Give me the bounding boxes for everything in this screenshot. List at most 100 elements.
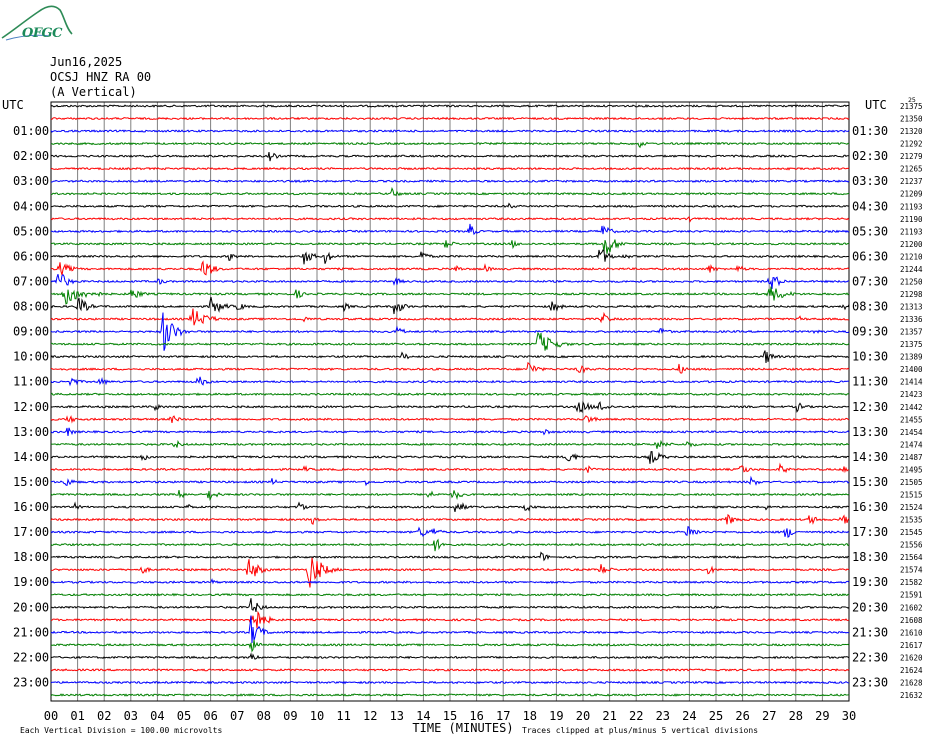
right-row-label: 22:30 bbox=[852, 650, 888, 664]
left-row-label: 07:00 bbox=[13, 274, 49, 288]
x-tick-label: 27 bbox=[762, 709, 776, 723]
trace-value-label: 21442 bbox=[900, 403, 923, 412]
seismic-trace bbox=[50, 239, 850, 254]
left-row-label: 18:00 bbox=[13, 550, 49, 564]
right-row-label: 05:30 bbox=[852, 224, 888, 238]
right-row-label: 03:30 bbox=[852, 174, 888, 188]
footer-right-note: Traces clipped at plus/minus 5 vertical … bbox=[522, 726, 758, 735]
left-row-label: 08:00 bbox=[13, 300, 49, 314]
seismic-trace bbox=[50, 639, 850, 653]
trace-value-label: 21193 bbox=[900, 227, 923, 236]
seismic-trace bbox=[50, 578, 850, 585]
right-row-label: 14:30 bbox=[852, 450, 888, 464]
top-right-label: 25 bbox=[908, 96, 916, 104]
x-tick-label: 16 bbox=[469, 709, 483, 723]
trace-value-label: 21505 bbox=[900, 478, 923, 487]
seismic-trace bbox=[50, 615, 850, 644]
footer-left-note: Each Vertical Division = 100.00 microvol… bbox=[20, 726, 222, 735]
x-tick-label: 20 bbox=[576, 709, 590, 723]
seismic-trace bbox=[50, 400, 850, 413]
left-row-label: 19:00 bbox=[13, 575, 49, 589]
left-timezone-label: UTC bbox=[2, 98, 24, 112]
seismic-trace bbox=[50, 668, 850, 672]
right-row-label: 09:30 bbox=[852, 325, 888, 339]
trace-value-label: 21535 bbox=[900, 516, 923, 525]
seismic-trace bbox=[50, 652, 850, 660]
left-row-label: 17:00 bbox=[13, 525, 49, 539]
x-tick-label: 14 bbox=[416, 709, 430, 723]
seismic-trace bbox=[50, 525, 850, 538]
trace-value-label: 21250 bbox=[900, 277, 923, 286]
left-row-label: 05:00 bbox=[13, 224, 49, 238]
trace-value-label: 21320 bbox=[900, 127, 923, 136]
seismic-trace bbox=[50, 141, 850, 149]
x-tick-label: 04 bbox=[150, 709, 164, 723]
seismic-trace bbox=[50, 598, 850, 613]
x-tick-label: 24 bbox=[682, 709, 696, 723]
trace-value-label: 21313 bbox=[900, 303, 923, 312]
x-tick-label: 18 bbox=[523, 709, 537, 723]
x-tick-label: 17 bbox=[496, 709, 510, 723]
trace-value-label: 21617 bbox=[900, 641, 923, 650]
trace-value-label: 21423 bbox=[900, 390, 923, 399]
trace-value-label: 21610 bbox=[900, 628, 923, 637]
trace-value-label: 21620 bbox=[900, 653, 923, 662]
seismic-trace bbox=[50, 249, 850, 265]
left-row-label: 16:00 bbox=[13, 500, 49, 514]
plot-border bbox=[50, 101, 850, 702]
right-timezone-label: UTC bbox=[865, 98, 887, 112]
seismic-trace bbox=[50, 376, 850, 387]
x-tick-label: 11 bbox=[336, 709, 350, 723]
trace-value-label: 21336 bbox=[900, 315, 923, 324]
right-row-label: 13:30 bbox=[852, 425, 888, 439]
right-row-label: 10:30 bbox=[852, 350, 888, 364]
left-row-label: 02:00 bbox=[13, 149, 49, 163]
trace-value-label: 21244 bbox=[900, 265, 923, 274]
left-row-label: 10:00 bbox=[13, 350, 49, 364]
seismic-trace bbox=[50, 557, 850, 588]
left-row-label: 13:00 bbox=[13, 425, 49, 439]
x-tick-label: 01 bbox=[70, 709, 84, 723]
trace-value-label: 21279 bbox=[900, 152, 923, 161]
seismic-trace bbox=[50, 223, 850, 236]
trace-value-label: 21515 bbox=[900, 490, 923, 499]
seismic-trace bbox=[50, 490, 850, 502]
left-row-label: 04:00 bbox=[13, 199, 49, 213]
left-row-label: 03:00 bbox=[13, 174, 49, 188]
x-tick-label: 09 bbox=[283, 709, 297, 723]
trace-value-label: 21608 bbox=[900, 616, 923, 625]
x-tick-label: 26 bbox=[735, 709, 749, 723]
trace-value-label: 21350 bbox=[900, 115, 923, 124]
x-tick-label: 28 bbox=[789, 709, 803, 723]
trace-value-label: 21400 bbox=[900, 365, 923, 374]
left-row-label: 23:00 bbox=[13, 675, 49, 689]
seismic-trace bbox=[50, 129, 850, 133]
x-tick-label: 00 bbox=[44, 709, 58, 723]
seismic-trace bbox=[50, 361, 850, 374]
trace-value-label: 21237 bbox=[900, 177, 923, 186]
right-row-label: 21:30 bbox=[852, 625, 888, 639]
left-row-label: 22:00 bbox=[13, 650, 49, 664]
right-row-label: 16:30 bbox=[852, 500, 888, 514]
seismic-trace bbox=[50, 187, 850, 197]
right-row-label: 06:30 bbox=[852, 249, 888, 263]
trace-value-label: 21564 bbox=[900, 553, 923, 562]
trace-value-label: 21524 bbox=[900, 503, 923, 512]
seismic-trace bbox=[50, 415, 850, 424]
x-tick-label: 30 bbox=[842, 709, 856, 723]
trace-value-label: 21190 bbox=[900, 215, 923, 224]
seismic-trace bbox=[50, 104, 850, 108]
left-row-label: 11:00 bbox=[13, 375, 49, 389]
x-tick-label: 12 bbox=[363, 709, 377, 723]
trace-value-label: 21602 bbox=[900, 603, 923, 612]
trace-value-label: 21474 bbox=[900, 440, 923, 449]
trace-value-label: 21455 bbox=[900, 415, 923, 424]
chart-date: Jun16,2025 bbox=[50, 55, 123, 69]
seismic-trace bbox=[50, 439, 849, 449]
seismic-trace bbox=[50, 152, 850, 162]
right-row-label: 02:30 bbox=[852, 149, 888, 163]
seismic-trace bbox=[50, 166, 850, 171]
seismic-trace bbox=[50, 501, 850, 513]
trace-value-label: 21454 bbox=[900, 428, 923, 437]
